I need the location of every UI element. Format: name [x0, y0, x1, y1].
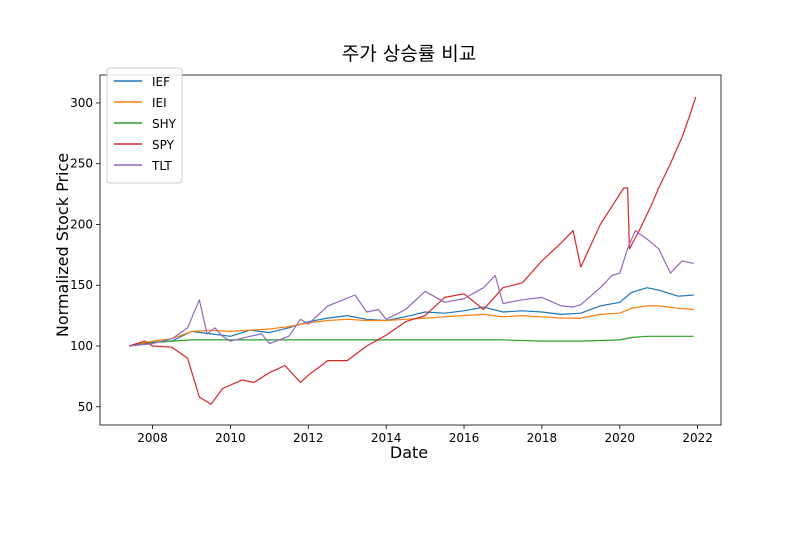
x-tick-label: 2012	[293, 431, 324, 445]
legend-box	[106, 67, 183, 184]
y-tick-label: 150	[70, 278, 93, 292]
y-axis-label: Normalized Stock Price	[53, 153, 72, 337]
x-tick-label: 2020	[604, 431, 635, 445]
series-line-iei	[129, 305, 694, 347]
y-tick-label: 250	[70, 157, 93, 171]
y-tick-label: 300	[70, 96, 93, 110]
chart-title: 주가 상승률 비교	[342, 43, 476, 65]
series-line-ief	[129, 287, 694, 347]
x-tick-label: 2016	[449, 431, 480, 445]
plot-frame	[99, 74, 722, 426]
x-axis-label: Date	[390, 443, 428, 462]
legend: IEF IEI SHY SPY TLT	[106, 67, 183, 184]
y-tick-label: 50	[78, 400, 93, 414]
series-line-spy	[129, 96, 697, 405]
x-tick-label: 2010	[215, 431, 246, 445]
y-tick-label: 200	[70, 217, 93, 231]
x-tick-label: 2018	[527, 431, 558, 445]
legend-label-iei: IEI	[152, 96, 167, 110]
legend-label-ief: IEF	[152, 75, 170, 89]
y-tick-label: 100	[70, 339, 93, 353]
series-line-shy	[129, 335, 694, 347]
legend-label-shy: SHY	[152, 117, 177, 131]
x-tick-label: 2014	[371, 431, 402, 445]
x-tick-label: 2008	[137, 431, 168, 445]
x-tick-label: 2022	[682, 431, 713, 445]
plot-area: 2008 2010 2012 2014 2016 2018 2020 2022 50 100 150…	[70, 74, 722, 445]
legend-label-tlt: TLT	[151, 159, 172, 173]
series-line-tlt	[129, 230, 694, 347]
legend-label-spy: SPY	[152, 138, 175, 152]
